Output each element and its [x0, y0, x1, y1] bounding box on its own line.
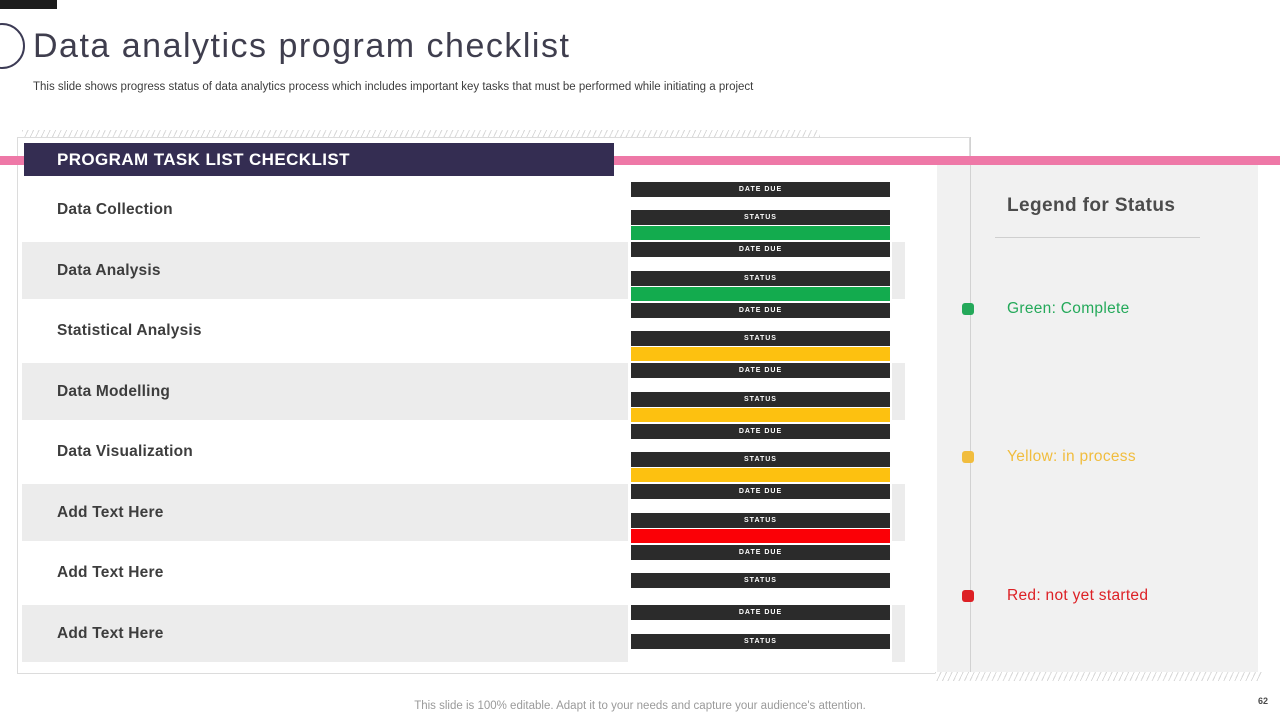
- legend-item: Yellow: in process: [962, 448, 1252, 465]
- date-due-bar: DATE DUE: [631, 242, 890, 257]
- status-bar: STATUS: [631, 331, 890, 346]
- date-due-bar: DATE DUE: [631, 302, 890, 318]
- legend-item: Green: Complete: [962, 300, 1252, 317]
- status-color-bar: [631, 347, 890, 361]
- legend-marker-icon: [962, 590, 974, 602]
- status-color-bar: [631, 286, 890, 301]
- legend-title: Legend for Status: [1007, 195, 1176, 216]
- legend-item-label: Green: Complete: [1007, 300, 1130, 317]
- date-due-bar: DATE DUE: [631, 605, 890, 620]
- title-ring-icon: [0, 23, 25, 69]
- legend-marker-icon: [962, 451, 974, 463]
- status-color-bar: [631, 528, 890, 543]
- legend-item-label: Red: not yet started: [1007, 587, 1149, 604]
- status-color-bar: [631, 226, 890, 240]
- status-bar: STATUS: [631, 270, 890, 286]
- task-row: Statistical Analysis DATE DUE STATUS: [22, 302, 905, 363]
- legend-item: Red: not yet started: [962, 587, 1252, 604]
- status-color-bar: [631, 407, 890, 422]
- page-number: 62: [1257, 696, 1268, 706]
- date-due-bar: DATE DUE: [631, 423, 890, 439]
- status-color-bar: [631, 468, 890, 482]
- date-due-bar: DATE DUE: [631, 484, 890, 499]
- date-due-bar: DATE DUE: [631, 181, 890, 197]
- task-row: Data Collection DATE DUE STATUS: [22, 181, 905, 242]
- pink-ribbon: [0, 156, 1280, 165]
- hatched-strip-top: [22, 130, 820, 141]
- footer-note: This slide is 100% editable. Adapt it to…: [414, 700, 866, 712]
- task-label: Add Text Here: [57, 624, 164, 642]
- task-label: Statistical Analysis: [57, 322, 202, 339]
- status-bar: STATUS: [631, 573, 890, 588]
- task-row: Data Analysis DATE DUE STATUS: [22, 241, 905, 302]
- checklist-header: PROGRAM TASK LIST CHECKLIST: [24, 143, 614, 176]
- date-due-bar: DATE DUE: [631, 544, 890, 560]
- task-rows: Data Collection DATE DUE STATUS Data Analys…: [22, 181, 905, 665]
- task-label: Data Collection: [57, 201, 173, 218]
- task-label: Data Modelling: [57, 382, 171, 400]
- status-bar: STATUS: [631, 452, 890, 467]
- hatched-strip-bottom: [935, 672, 1262, 681]
- legend-marker-icon: [962, 303, 974, 315]
- date-due-bar: DATE DUE: [631, 363, 890, 378]
- legend-item-label: Yellow: in process: [1007, 448, 1136, 465]
- status-bar: STATUS: [631, 633, 890, 649]
- legend-title-underline: [995, 237, 1200, 238]
- top-left-accent-bar: [0, 0, 57, 9]
- task-label: Add Text Here: [57, 564, 164, 581]
- task-row: Data Visualization DATE DUE STATUS: [22, 423, 905, 484]
- status-bar: STATUS: [631, 210, 890, 225]
- task-label: Data Analysis: [57, 261, 161, 279]
- status-bar: STATUS: [631, 391, 890, 407]
- task-label: Data Visualization: [57, 443, 193, 460]
- card-right-border: [970, 137, 971, 674]
- task-row: Add Text Here DATE DUE STATUS: [22, 604, 905, 665]
- task-row: Add Text Here DATE DUE STATUS: [22, 483, 905, 544]
- status-bar: STATUS: [631, 512, 890, 528]
- page-title: Data analytics program checklist: [33, 27, 571, 65]
- task-row: Add Text Here DATE DUE STATUS: [22, 544, 905, 605]
- task-label: Add Text Here: [57, 503, 164, 521]
- page-subtitle: This slide shows progress status of data…: [33, 81, 754, 93]
- task-row: Data Modelling DATE DUE STATUS: [22, 362, 905, 423]
- legend-panel: [937, 164, 1258, 672]
